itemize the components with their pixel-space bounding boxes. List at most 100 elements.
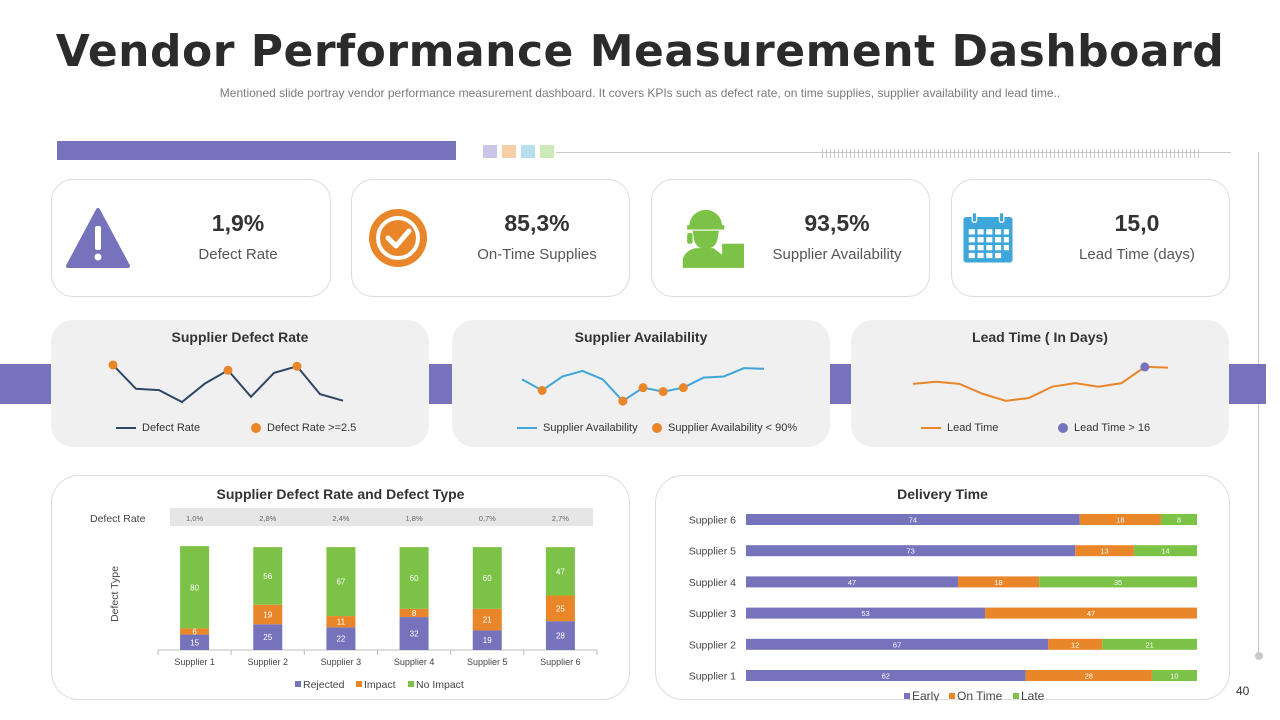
defect-type-stacked-bar-chart: Defect Rate Defect Type 1,0% Supplier 1 15 6 8…	[90, 508, 598, 691]
bar-value-label: 67	[893, 640, 901, 649]
chart-legend-line: Supplier Availability	[517, 422, 638, 434]
bar-value-label: 19	[263, 611, 272, 620]
bar-value-label: 62	[882, 672, 890, 681]
threshold-marker	[108, 360, 118, 370]
bar-segment	[472, 630, 502, 650]
bar-segment	[1102, 638, 1197, 650]
chart-legend-marker: Supplier Availability < 90%	[652, 422, 797, 434]
bar-value-label: 18	[994, 578, 1002, 587]
threshold-marker	[638, 383, 648, 393]
bar-value-label: 8	[412, 609, 417, 618]
y-tick-label: Supplier 2	[689, 639, 736, 651]
bar-segment	[746, 514, 1080, 525]
lead-time-chart: Lead Time ( In Days) Lead Time Lead Time…	[851, 320, 1229, 447]
bar-value-label: 60	[483, 574, 492, 583]
bar-segment	[746, 607, 986, 619]
chart-title: Lead Time ( In Days)	[972, 329, 1108, 345]
bar-segment	[326, 627, 356, 650]
bar-segment	[1160, 514, 1197, 525]
bar-segment	[472, 608, 502, 631]
bar-value-label: 13	[1100, 547, 1108, 556]
threshold-marker	[1140, 362, 1150, 372]
bar-segment	[326, 616, 356, 628]
bar-value-label: 80	[190, 583, 199, 592]
bar-value-label: 25	[556, 604, 565, 613]
legend-swatch	[356, 681, 362, 687]
legend-label: No Impact	[416, 679, 464, 691]
bar-value-label: 22	[336, 635, 345, 644]
bar-value-label: 67	[336, 578, 345, 587]
bar-value-label: 74	[909, 516, 917, 525]
bar-segment	[253, 624, 283, 650]
bar-segment	[545, 595, 575, 622]
bar-segment	[326, 547, 356, 617]
bar-value-label: 28	[556, 632, 565, 641]
threshold-marker	[618, 396, 628, 406]
legend-label: Defect Rate	[142, 422, 201, 434]
calendar-icon	[963, 211, 1013, 263]
availability-plot	[521, 367, 765, 406]
bar-segment	[180, 628, 210, 635]
kpi-label: Defect Rate	[198, 246, 278, 263]
page-number: 40	[1236, 684, 1250, 698]
y-tick-label: Supplier 1	[689, 671, 736, 683]
bar-value-label: 10	[1170, 672, 1178, 681]
bar-value-label: 19	[483, 636, 492, 645]
decorative-square	[502, 145, 516, 158]
kpi-label: Lead Time (days)	[1079, 246, 1195, 263]
check-circle-icon	[369, 209, 427, 267]
legend-label: On Time	[957, 689, 1003, 701]
bar-segment	[746, 638, 1049, 650]
legend-label: Lead Time	[947, 422, 999, 434]
bar-value-label: 25	[263, 633, 272, 642]
decorative-ticks	[822, 149, 1202, 158]
legend-line-swatch	[517, 427, 537, 429]
bar-segment	[1075, 545, 1134, 557]
bar-value-label: 47	[1087, 609, 1095, 618]
kpi-card-lead-time: 15,0 Lead Time (days)	[951, 179, 1230, 297]
bar-segment	[545, 547, 575, 596]
bar-value-label: 35	[1114, 578, 1122, 587]
bar-value-label: 32	[410, 630, 419, 639]
legend-label: Early	[912, 689, 939, 701]
bar-segment	[746, 576, 958, 588]
decorative-square	[521, 145, 535, 158]
bar-value-label: 47	[848, 578, 856, 587]
legend-label: Rejected	[303, 679, 345, 691]
chart-title: Delivery Time	[897, 486, 988, 502]
bar-value-label: 53	[861, 609, 869, 618]
x-tick-label: Supplier 3	[321, 657, 362, 667]
threshold-marker	[658, 387, 668, 397]
bar-segment	[253, 547, 283, 605]
bar-segment	[399, 608, 429, 618]
delivery-time-stacked-bar-chart: Supplier 6 74 18 8 Supplier 5 73 13 14 Supplier …	[689, 514, 1197, 701]
bar-segment	[957, 576, 1040, 588]
decorative-dot	[1255, 652, 1263, 660]
lead-time-plot	[912, 362, 1169, 402]
bar-value-label: 12	[1071, 640, 1079, 649]
legend-swatch	[904, 693, 910, 699]
bar-value-label: 21	[1145, 640, 1153, 649]
x-tick-label: Supplier 2	[247, 657, 288, 667]
bar-segment	[545, 621, 575, 650]
bar-segment	[1079, 514, 1161, 525]
bar-segment	[1025, 670, 1152, 681]
y-tick-label: Supplier 3	[689, 608, 736, 620]
bar-segment	[1151, 670, 1197, 681]
bar-value-label: 15	[190, 638, 199, 647]
supplier-availability-chart: Supplier Availability Supplier Availabil…	[452, 320, 830, 447]
bar-value-label: 8	[1177, 516, 1181, 525]
defect-rate-value: 2,7%	[552, 514, 569, 523]
bar-segment	[1133, 545, 1197, 557]
defect-rate-value: 2,4%	[332, 514, 349, 523]
chart-legend-line: Lead Time	[921, 422, 998, 434]
bar-segment	[1048, 638, 1103, 650]
bar-segment	[180, 634, 210, 650]
bar-value-label: 6	[192, 627, 197, 636]
legend-dot-swatch	[1058, 423, 1068, 433]
chart-legend-line: Defect Rate	[116, 422, 200, 434]
chart-legend-marker: Defect Rate >=2.5	[251, 422, 356, 434]
y-tick-label: Supplier 5	[689, 546, 736, 558]
chart-title: Supplier Availability	[574, 329, 708, 345]
legend-label: Defect Rate >=2.5	[267, 422, 357, 434]
